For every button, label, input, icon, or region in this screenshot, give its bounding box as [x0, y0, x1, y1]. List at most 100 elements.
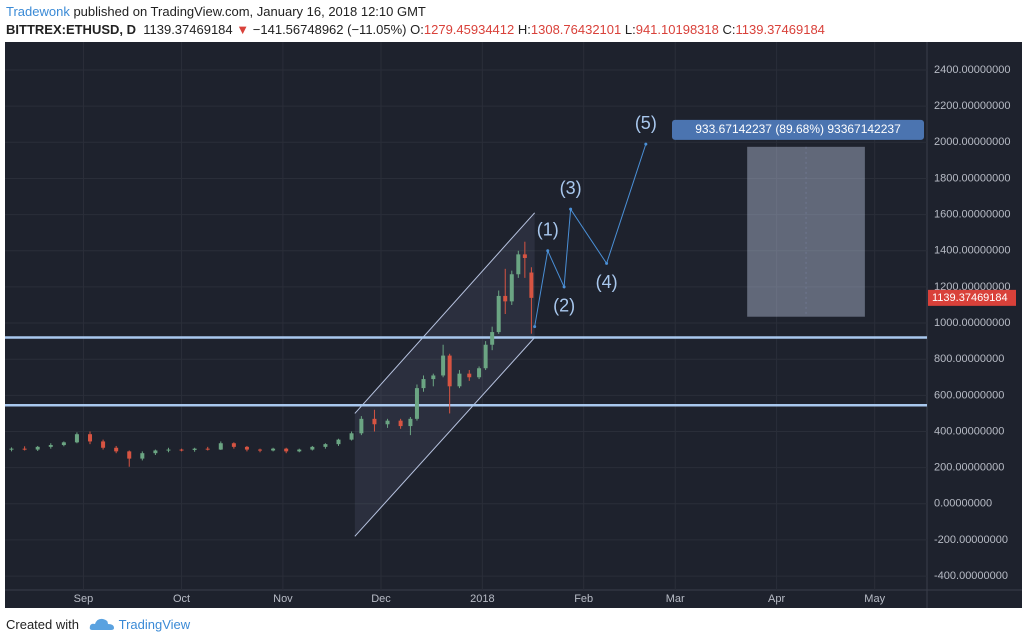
y-tick-label: 800.00000000: [934, 353, 1004, 365]
candle-body: [509, 274, 514, 302]
channel-line: [354, 337, 536, 537]
candle-body: [9, 448, 14, 450]
x-tick-label: Nov: [273, 593, 293, 605]
published: published on TradingView.com, January 16…: [73, 4, 426, 19]
candle-body: [421, 379, 426, 389]
candle-body: [431, 375, 436, 380]
candle-body: [503, 295, 508, 302]
candle-body: [477, 368, 482, 378]
wave-point: [533, 325, 537, 329]
candle-body: [496, 295, 501, 333]
candle-body: [35, 446, 40, 450]
y-tick-label: 2400.00000000: [934, 64, 1010, 76]
candle-body: [74, 434, 79, 443]
candle-body: [398, 420, 403, 427]
candle-body: [284, 448, 289, 452]
logo: [89, 618, 114, 630]
candle-body: [529, 272, 534, 298]
arrow: ▼: [236, 22, 250, 37]
wave-point: [569, 207, 573, 211]
candle-body: [88, 434, 93, 442]
y-tick-label: 2000.00000000: [934, 136, 1010, 148]
created-with: Created with: [6, 617, 79, 632]
footer: Created with TradingView: [6, 617, 190, 632]
y-tick-label: 1800.00000000: [934, 172, 1010, 184]
candle-body: [490, 332, 495, 345]
candle-body: [179, 449, 184, 451]
wave-point: [644, 142, 648, 146]
candle-body: [447, 355, 452, 387]
candle-body: [61, 442, 66, 446]
candle-body: [323, 444, 328, 447]
x-tick-label: Mar: [666, 593, 685, 605]
brand[interactable]: TradingView: [118, 617, 191, 632]
high: 1308.76432101: [530, 22, 622, 37]
candle-body: [336, 439, 341, 445]
candle-body: [218, 443, 223, 450]
candle-body: [516, 254, 521, 275]
candle-body: [101, 441, 106, 448]
header-line: Tradewonk published on TradingView.com, …: [6, 4, 426, 19]
last-price-tag: [928, 289, 1016, 306]
candle-body: [522, 254, 527, 258]
y-tick-label: 600.00000000: [934, 389, 1004, 401]
y-tick-label: 200.00000000: [934, 462, 1004, 474]
candle-body: [140, 453, 145, 459]
candle-body: [205, 448, 210, 450]
close-label: C:: [722, 22, 736, 37]
candle-body: [297, 449, 302, 452]
close: 1139.37469184: [735, 22, 825, 37]
y-tick-label: 2200.00000000: [934, 100, 1010, 112]
candle-body: [127, 451, 132, 459]
candle-body: [192, 448, 197, 450]
candle-body: [441, 355, 446, 376]
open-label: O:: [410, 22, 424, 37]
candle-body: [114, 447, 119, 452]
wave-line: [534, 143, 647, 327]
quote-line: BITTREX:ETHUSD, D 1139.37469184 ▼ −141.5…: [6, 22, 825, 37]
price: 1139.37469184: [143, 22, 233, 37]
y-tick-label: 1600.00000000: [934, 209, 1010, 221]
measure-label-bg: [672, 119, 924, 140]
wave-label: (3): [560, 178, 582, 198]
candle-body: [244, 446, 249, 450]
open: 1279.45934412: [423, 22, 515, 37]
candle-body: [349, 433, 354, 440]
wave-point: [562, 285, 566, 289]
low-label: L:: [624, 22, 636, 37]
candle-body: [483, 344, 488, 369]
candle-body: [166, 449, 171, 451]
y-tick-label: 0.00000000: [934, 498, 992, 510]
x-tick-label: Apr: [768, 593, 785, 605]
x-tick-label: May: [864, 593, 885, 605]
change: −141.56748962 (−11.05%): [252, 22, 407, 37]
author[interactable]: Tradewonk: [6, 4, 70, 19]
wave-label: (2): [553, 296, 575, 316]
high-label: H:: [517, 22, 531, 37]
y-tick-label: 1000.00000000: [934, 317, 1010, 329]
wave-label: (4): [596, 272, 618, 292]
x-tick-label: Sep: [74, 593, 94, 605]
candle-body: [48, 445, 53, 447]
y-tick-label: 1200.00000000: [934, 281, 1010, 293]
candle-body: [271, 448, 276, 451]
candle-body: [372, 418, 377, 425]
candle-body: [457, 373, 462, 387]
x-tick-label: Dec: [371, 593, 391, 605]
x-tick-label: 2018: [470, 593, 494, 605]
candle-body: [310, 446, 315, 450]
wave-label: (5): [635, 113, 657, 133]
candle-body: [385, 420, 390, 425]
candle-body: [414, 388, 419, 419]
y-tick-label: 1400.00000000: [934, 245, 1010, 257]
wave-point: [605, 261, 609, 265]
x-tick-label: Feb: [574, 593, 593, 605]
y-tick-label: 400.00000000: [934, 425, 1004, 437]
y-tick-label: -400.00000000: [934, 570, 1008, 582]
candle-body: [231, 443, 236, 447]
low: 941.10198318: [635, 22, 719, 37]
candle-body: [408, 418, 413, 427]
candle-body: [258, 449, 263, 451]
